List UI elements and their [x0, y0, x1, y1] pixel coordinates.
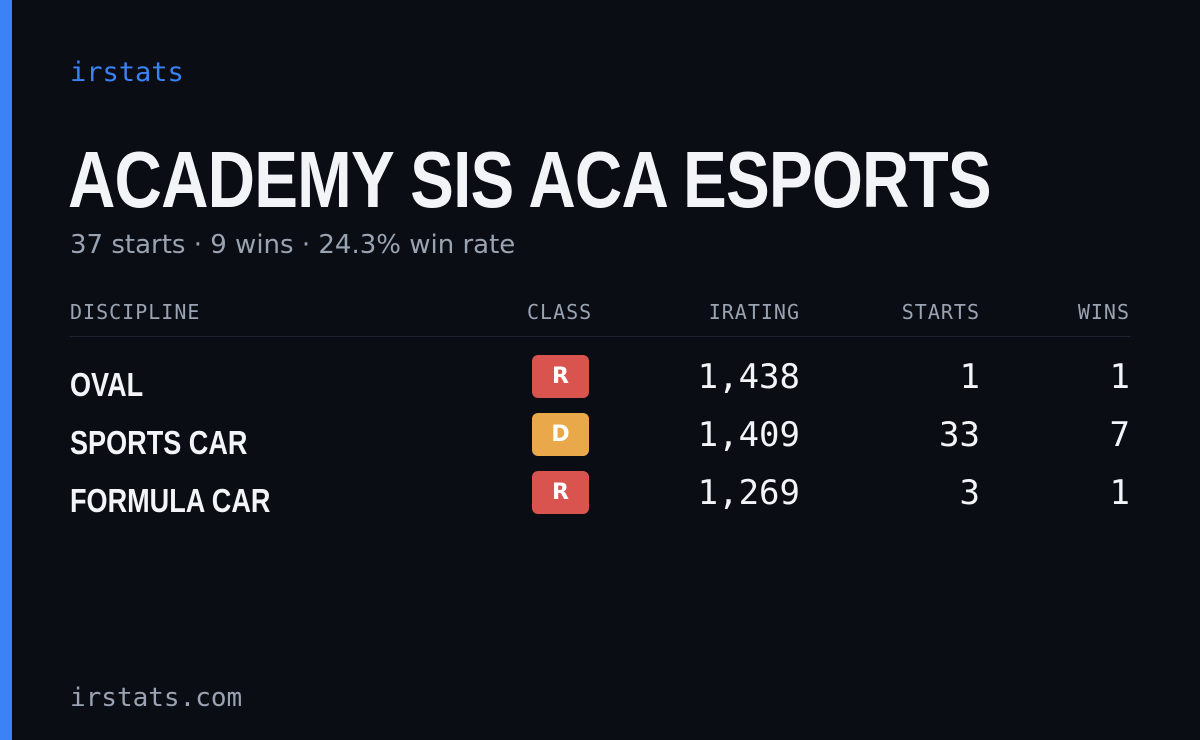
table-header: DISCIPLINE CLASS IRATING STARTS WINS [70, 296, 1130, 337]
accent-bar [0, 0, 12, 740]
discipline-name: FORMULA CAR [70, 482, 271, 519]
table-row: OVAL R 1,438 1 1 [70, 353, 1130, 411]
license-class-badge: R [532, 471, 589, 514]
license-class-badge: R [532, 355, 589, 398]
irating-value: 1,409 [697, 415, 800, 455]
table-row: FORMULA CAR R 1,269 3 1 [70, 469, 1130, 527]
discipline-name: OVAL [70, 366, 144, 403]
header-class: CLASS [527, 300, 593, 324]
license-class-badge: D [532, 413, 589, 456]
starts-value: 1 [959, 357, 980, 397]
wins-value: 7 [1109, 415, 1130, 455]
starts-value: 33 [939, 415, 980, 455]
wins-value: 1 [1109, 357, 1130, 397]
header-irating: IRATING [708, 300, 800, 324]
table-row: SPORTS CAR D 1,409 33 7 [70, 411, 1130, 469]
irating-value: 1,269 [697, 473, 800, 513]
wins-value: 1 [1109, 473, 1130, 513]
discipline-table: DISCIPLINE CLASS IRATING STARTS WINS OVA… [70, 296, 1130, 527]
table-body: OVAL R 1,438 1 1 SPORTS CAR D 1,409 33 7… [70, 353, 1130, 527]
irating-value: 1,438 [697, 357, 800, 397]
team-name-title: ACADEMY SIS ACA ESPORTS [68, 135, 992, 224]
footer-url: irstats.com [70, 683, 243, 713]
discipline-name: SPORTS CAR [70, 424, 248, 461]
summary-stats: 37 starts · 9 wins · 24.3% win rate [70, 230, 516, 260]
header-wins: WINS [1077, 300, 1130, 324]
header-discipline: DISCIPLINE [70, 300, 201, 324]
header-starts: STARTS [901, 300, 980, 324]
brand-logo-text: irstats [70, 57, 184, 88]
starts-value: 3 [959, 473, 980, 513]
